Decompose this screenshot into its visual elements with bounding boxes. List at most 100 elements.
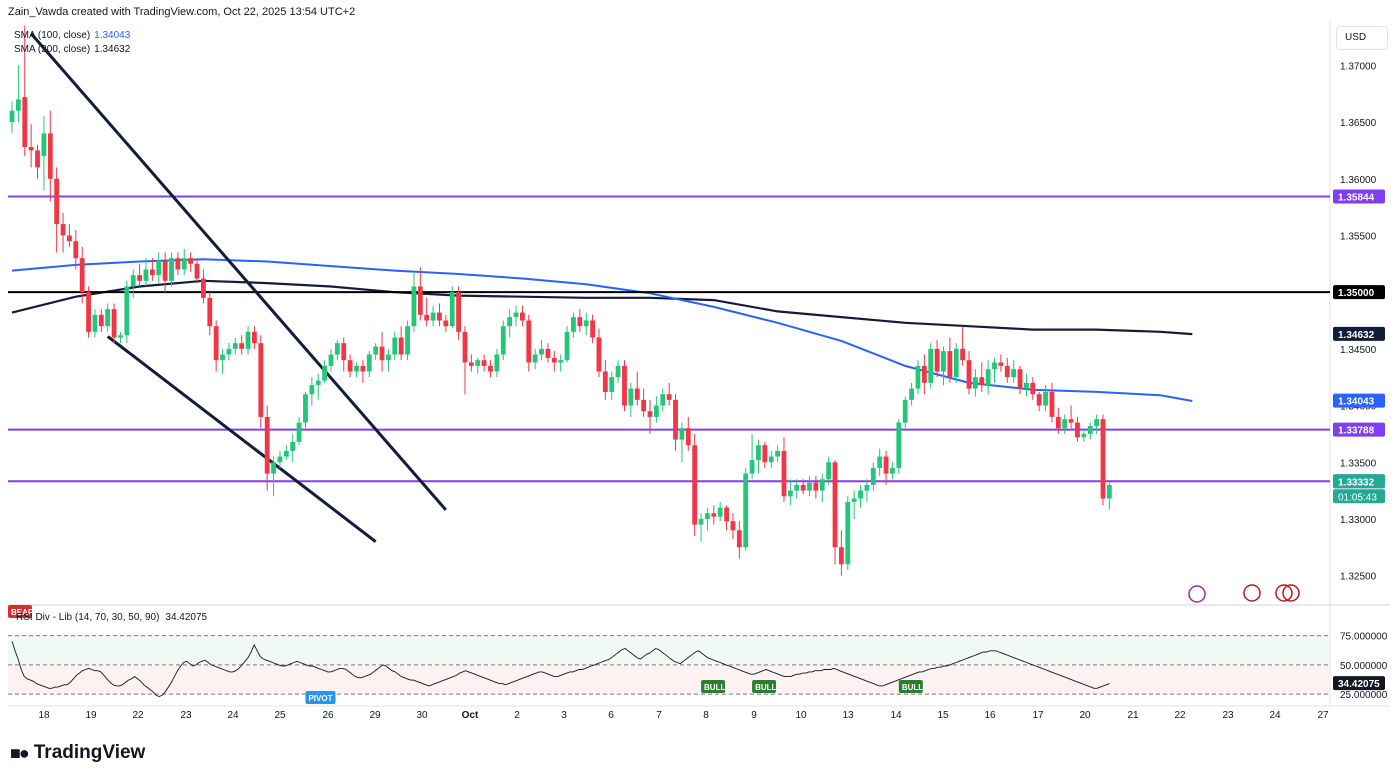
candle-body [870, 467, 876, 485]
time-tick-label: 23 [180, 710, 192, 721]
level-price-label: 1.35000 [1338, 288, 1375, 299]
candle-body [743, 473, 749, 548]
candle-body [545, 348, 551, 358]
price-badge-label: 1.34043 [1338, 397, 1375, 408]
price-badge [1333, 326, 1385, 341]
candle-body [405, 326, 410, 355]
candle-body [730, 521, 736, 531]
candle-body [347, 360, 353, 372]
candle-body [86, 292, 91, 332]
time-tick-label: 18 [38, 710, 50, 721]
candle-body [181, 258, 187, 270]
candle-body [1106, 484, 1112, 499]
candle-body [341, 343, 347, 361]
candle-body [992, 362, 997, 370]
candle-body [571, 317, 576, 332]
trendline [30, 32, 447, 511]
candle-body [1036, 394, 1042, 406]
candle-body [15, 99, 21, 111]
candle-body [660, 394, 666, 406]
time-tick-label: 14 [890, 710, 902, 721]
candle-body [520, 312, 525, 321]
candle-body [252, 331, 257, 344]
candle-body [130, 275, 136, 287]
candle-body [283, 450, 289, 457]
time-tick-label: 27 [1317, 710, 1329, 721]
candle-body [47, 133, 53, 179]
rsi-marker-badge [752, 680, 777, 693]
candle-body [220, 354, 225, 361]
candle-body [979, 377, 985, 386]
candle-body [98, 314, 104, 327]
candle-body [22, 97, 28, 148]
rsi-current-badge [1333, 676, 1385, 691]
sma200-legend[interactable]: SMA (200, close) 1.34632 [14, 44, 130, 55]
candle-body [736, 530, 742, 548]
rsi-marker-label: BULL [755, 683, 776, 692]
candle-body [1049, 391, 1055, 417]
rsi-level-label: 25.000000 [1340, 690, 1388, 701]
tradingview-logo[interactable]: ■● TradingView [10, 742, 145, 764]
candle-body [781, 450, 787, 497]
candle-body [79, 258, 85, 293]
candle-body [226, 348, 232, 355]
rsi-marker-badge [305, 691, 336, 704]
candle-body [839, 547, 844, 565]
brand-name: TradingView [33, 742, 146, 763]
candle-body [201, 278, 206, 298]
candle-body [137, 275, 142, 281]
candle-body [1087, 425, 1093, 434]
candle-body [590, 320, 595, 338]
candle-body [143, 269, 149, 281]
candle-body [794, 484, 800, 491]
price-tick-label: 1.33500 [1340, 458, 1377, 469]
candle-body [711, 513, 717, 517]
rsi-legend[interactable]: RSI Div - Lib (14, 70, 30, 50, 90) 34.420… [16, 612, 207, 623]
candle-body [67, 235, 72, 242]
candle-body [909, 388, 914, 400]
candle-body [488, 365, 493, 372]
candle-body [1017, 369, 1023, 389]
level-price-label: 1.35844 [1338, 192, 1375, 203]
candle-body [507, 317, 513, 327]
us-flag-icon [1243, 584, 1261, 602]
candle-body [258, 343, 264, 417]
candle-body [303, 394, 308, 423]
candle-body [481, 360, 487, 366]
rsi-marker-label: BULL [704, 683, 725, 692]
candle-body [360, 365, 366, 372]
candle-body [277, 456, 283, 463]
time-tick-label: 16 [984, 710, 996, 721]
candle-body [896, 422, 902, 468]
candle-body [1030, 382, 1036, 395]
candle-body [985, 369, 991, 386]
candle-body [941, 351, 946, 372]
candle-body [296, 422, 302, 442]
time-tick-label: 6 [608, 710, 614, 721]
candle-body [169, 258, 174, 281]
candle-body [162, 260, 168, 281]
tradingview-logo-icon: ■● [10, 742, 30, 763]
candle-body [890, 467, 895, 474]
candle-body [756, 445, 761, 460]
candle-body [532, 354, 538, 363]
candle-body [972, 377, 978, 389]
currency-button[interactable]: USD [1336, 26, 1388, 50]
rsi-level-label: 50.000000 [1340, 661, 1388, 672]
countdown-badge [1333, 489, 1385, 504]
candle-body [634, 388, 640, 400]
candle-body [768, 456, 774, 463]
candle-body [92, 314, 98, 332]
sma100-legend[interactable]: SMA (100, close) 1.34043 [14, 30, 130, 41]
candle-body [998, 362, 1004, 366]
price-badge-label: 1.33332 [1338, 477, 1375, 488]
candle-body [673, 399, 678, 440]
candle-body [111, 309, 117, 338]
candle-body [602, 371, 608, 392]
candle-body [615, 365, 621, 378]
rsi-marker-badge [898, 680, 923, 693]
candle-body [494, 354, 500, 372]
candle-body [966, 360, 972, 389]
candle-body [194, 263, 200, 279]
